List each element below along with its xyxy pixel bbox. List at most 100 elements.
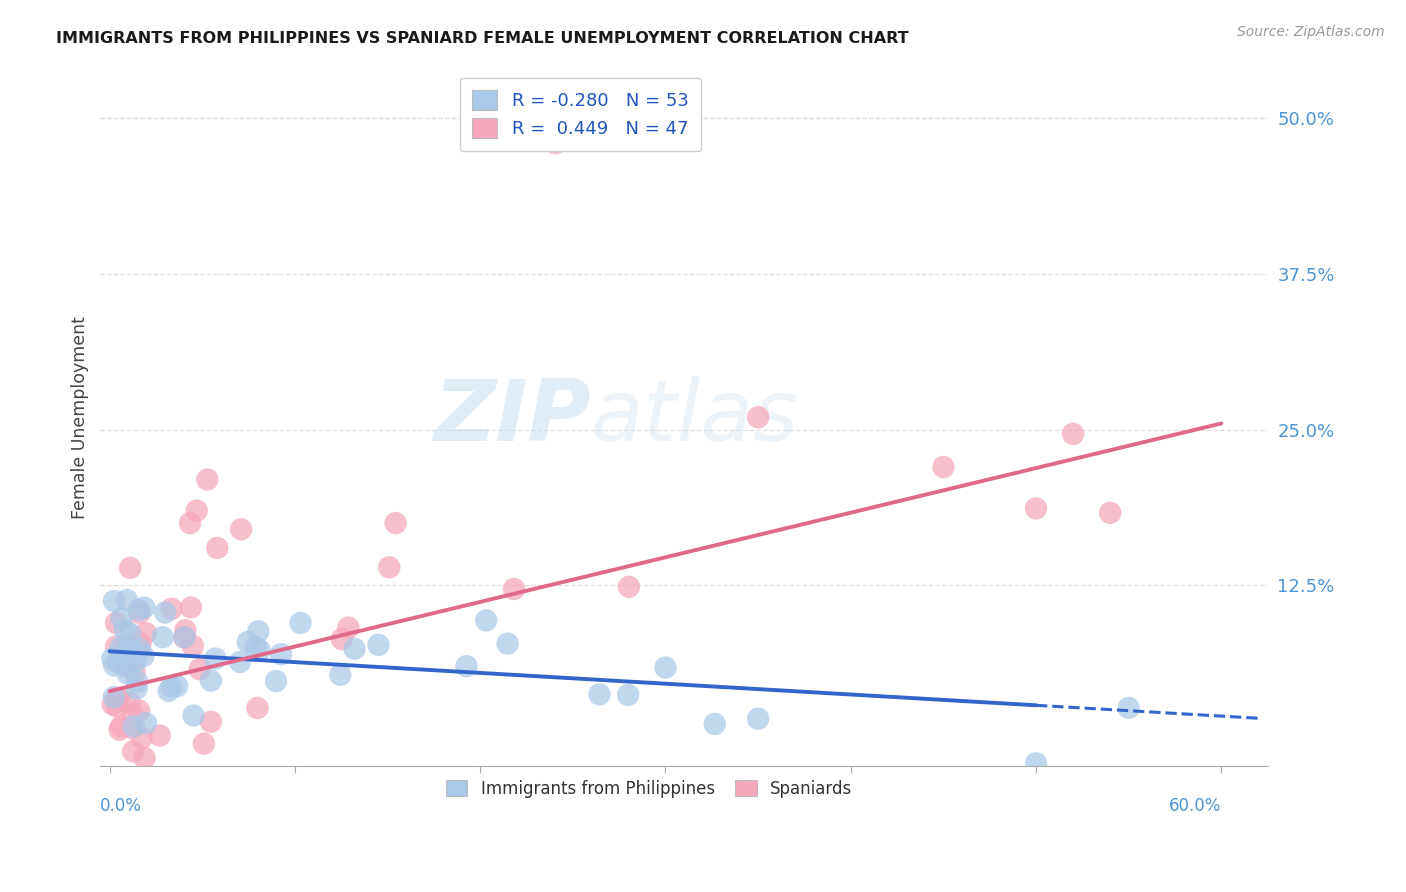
Point	[128, 606, 150, 620]
Point	[186, 503, 208, 517]
Point	[124, 655, 146, 669]
Point	[160, 680, 183, 694]
Point	[1062, 426, 1084, 441]
Point	[588, 687, 610, 701]
Point	[153, 606, 176, 620]
Point	[122, 719, 145, 733]
Point	[131, 731, 153, 745]
Point	[181, 639, 204, 653]
Point	[118, 696, 141, 710]
Point	[475, 613, 498, 627]
Point	[115, 659, 138, 673]
Point	[108, 656, 131, 670]
Point	[108, 723, 131, 737]
Point	[200, 673, 222, 688]
Point	[180, 600, 202, 615]
Point	[245, 640, 267, 655]
Point	[654, 660, 676, 674]
Point	[157, 684, 180, 698]
Point	[105, 640, 128, 654]
Point	[330, 632, 353, 646]
Point	[703, 717, 725, 731]
Point	[207, 541, 229, 555]
Point	[378, 560, 401, 574]
Point	[617, 688, 640, 702]
Point	[236, 635, 259, 649]
Legend: Immigrants from Philippines, Spaniards: Immigrants from Philippines, Spaniards	[437, 772, 860, 806]
Point	[249, 643, 271, 657]
Point	[173, 631, 195, 645]
Point	[107, 699, 129, 714]
Point	[173, 630, 195, 644]
Point	[200, 714, 222, 729]
Point	[247, 624, 270, 639]
Point	[932, 460, 955, 475]
Point	[124, 665, 146, 680]
Point	[120, 561, 142, 575]
Point	[747, 712, 769, 726]
Point	[367, 638, 389, 652]
Point	[496, 636, 519, 650]
Point	[128, 603, 150, 617]
Point	[229, 522, 252, 536]
Point	[1099, 506, 1122, 520]
Point	[110, 640, 132, 655]
Point	[193, 737, 215, 751]
Point	[128, 704, 150, 718]
Point	[264, 674, 287, 689]
Point	[118, 640, 141, 654]
Point	[134, 751, 156, 765]
Point	[246, 701, 269, 715]
Point	[337, 621, 360, 635]
Point	[118, 643, 141, 657]
Point	[108, 692, 131, 706]
Point	[503, 582, 526, 596]
Point	[122, 744, 145, 758]
Point	[117, 666, 139, 681]
Point	[101, 651, 124, 665]
Point	[125, 681, 148, 696]
Point	[456, 659, 478, 673]
Point	[101, 698, 124, 712]
Point	[166, 679, 188, 693]
Point	[384, 516, 406, 530]
Point	[110, 611, 132, 625]
Point	[103, 594, 125, 608]
Point	[135, 626, 157, 640]
Point	[128, 642, 150, 657]
Point	[329, 667, 352, 681]
Point	[120, 626, 142, 640]
Point	[125, 674, 148, 689]
Point	[1118, 701, 1140, 715]
Point	[1025, 756, 1047, 771]
Text: Source: ZipAtlas.com: Source: ZipAtlas.com	[1237, 25, 1385, 39]
Text: 60.0%: 60.0%	[1168, 797, 1222, 815]
Point	[134, 600, 156, 615]
Point	[121, 721, 143, 735]
Point	[204, 651, 226, 665]
Point	[179, 516, 201, 530]
Point	[132, 648, 155, 663]
Point	[107, 690, 129, 705]
Point	[152, 630, 174, 644]
Point	[121, 707, 143, 722]
Point	[135, 716, 157, 731]
Text: ZIP: ZIP	[433, 376, 591, 458]
Point	[104, 615, 127, 630]
Text: IMMIGRANTS FROM PHILIPPINES VS SPANIARD FEMALE UNEMPLOYMENT CORRELATION CHART: IMMIGRANTS FROM PHILIPPINES VS SPANIARD …	[56, 31, 908, 46]
Point	[617, 580, 640, 594]
Point	[110, 719, 132, 733]
Point	[290, 615, 312, 630]
Point	[1025, 501, 1047, 516]
Point	[149, 729, 172, 743]
Point	[747, 410, 769, 425]
Point	[183, 708, 205, 723]
Point	[343, 641, 366, 656]
Point	[188, 662, 211, 676]
Point	[115, 593, 138, 607]
Text: atlas: atlas	[591, 376, 799, 458]
Text: 0.0%: 0.0%	[100, 797, 142, 815]
Point	[160, 601, 183, 615]
Point	[114, 623, 136, 637]
Point	[103, 690, 125, 705]
